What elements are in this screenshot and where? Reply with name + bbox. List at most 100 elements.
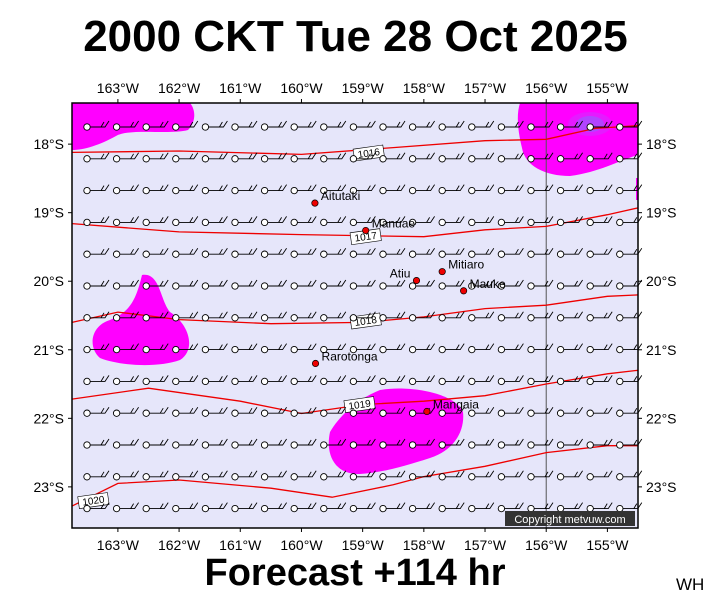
wind-barb [290, 120, 317, 131]
wind-barb [438, 502, 465, 513]
wind-barb [201, 470, 228, 481]
wind-barb [497, 216, 524, 227]
wind-barb [83, 343, 110, 354]
lat-tick-left: 18°S [33, 136, 64, 152]
wind-barb [379, 247, 406, 258]
isobar-label-1017: 1017 [349, 228, 382, 246]
wind-barb [349, 470, 376, 481]
isobar-1017 [71, 207, 639, 238]
wind-barb [112, 152, 139, 163]
wind-barb [320, 375, 347, 386]
wind-barb [438, 152, 465, 163]
wind-barb [468, 406, 495, 417]
wind-barb [231, 216, 258, 227]
wind-barb [260, 184, 287, 195]
lon-tick-top: 157°W [464, 80, 507, 96]
wind-barb [468, 152, 495, 163]
place-name: Rarotonga [322, 349, 378, 363]
wind-barb [438, 120, 465, 131]
lon-tick-top: 158°W [403, 80, 446, 96]
wind-barb [201, 216, 228, 227]
page-title: 2000 CKT Tue 28 Oct 2025 [83, 12, 628, 61]
wind-barb [172, 502, 199, 513]
wind-barb [83, 438, 110, 449]
wind-barb [468, 343, 495, 354]
wind-barb [112, 375, 139, 386]
wind-barb [408, 184, 435, 195]
wind-barb [112, 216, 139, 227]
wind-barb [260, 152, 287, 163]
wind-barb [172, 375, 199, 386]
wind-barb [497, 406, 524, 417]
wind-barb [468, 470, 495, 481]
wind-barb [586, 311, 613, 322]
wind-barb [320, 184, 347, 195]
wind-barb [201, 120, 228, 131]
wind-barb [379, 311, 406, 322]
wind-barb [349, 311, 376, 322]
wind-barb [231, 247, 258, 258]
wind-barb [556, 438, 583, 449]
wind-barb [408, 120, 435, 131]
place-atiu: Atiu [390, 267, 421, 285]
wind-barb [112, 406, 139, 417]
wind-barb [83, 311, 110, 322]
wind-barb [231, 152, 258, 163]
wind-barb [379, 375, 406, 386]
wind-barb [379, 502, 406, 513]
wind-barb [438, 216, 465, 227]
wind-barb [172, 279, 199, 290]
lat-tick-right: 22°S [646, 410, 677, 426]
wind-barb [231, 184, 258, 195]
wind-barb [497, 184, 524, 195]
wind-barb [438, 343, 465, 354]
wind-barb [172, 216, 199, 227]
wind-barb [497, 438, 524, 449]
place-manuae: Manuae [362, 217, 416, 235]
wind-barb [83, 152, 110, 163]
lon-tick-top: 161°W [219, 80, 262, 96]
wind-barb [260, 375, 287, 386]
wind-barb [408, 216, 435, 227]
wind-barb [349, 406, 376, 417]
wind-barb [556, 152, 583, 163]
wind-barb [112, 120, 139, 131]
wind-barb [172, 184, 199, 195]
isobar-1016 [71, 124, 639, 156]
wind-barb [586, 216, 613, 227]
wind-barb [556, 120, 583, 131]
wind-barb [379, 120, 406, 131]
wind-barb [320, 311, 347, 322]
lon-tick-bottom: 157°W [464, 537, 507, 553]
wind-barb [112, 502, 139, 513]
wind-barb [201, 311, 228, 322]
map-frame [71, 102, 639, 529]
wind-barb [231, 375, 258, 386]
wind-barb [349, 184, 376, 195]
wind-barb [142, 184, 169, 195]
wind-barb [586, 502, 613, 513]
wind-barb [201, 343, 228, 354]
place-name: Manuae [372, 217, 416, 231]
isobar-label-1018: 1018 [349, 312, 382, 330]
wind-barb [616, 120, 643, 131]
place-marker [423, 407, 431, 416]
wind-barb [616, 502, 643, 513]
wind-barb [112, 470, 139, 481]
wind-barb [349, 120, 376, 131]
wind-barb [349, 502, 376, 513]
wind-barb [379, 343, 406, 354]
isobar-value: 1019 [348, 399, 372, 413]
wind-barb [527, 120, 554, 131]
wind-barb [556, 311, 583, 322]
wind-barb [260, 311, 287, 322]
wind-barb [497, 502, 524, 513]
wind-barb [438, 184, 465, 195]
wind-barb [586, 343, 613, 354]
wind-barb [290, 152, 317, 163]
axis-ticks: 163°W 163°W 162°W 162°W 161°W 161°W 160°W 160°W… [33, 80, 676, 553]
isobar-value: 1016 [357, 147, 381, 161]
wind-barb [320, 343, 347, 354]
wind-barb [320, 470, 347, 481]
